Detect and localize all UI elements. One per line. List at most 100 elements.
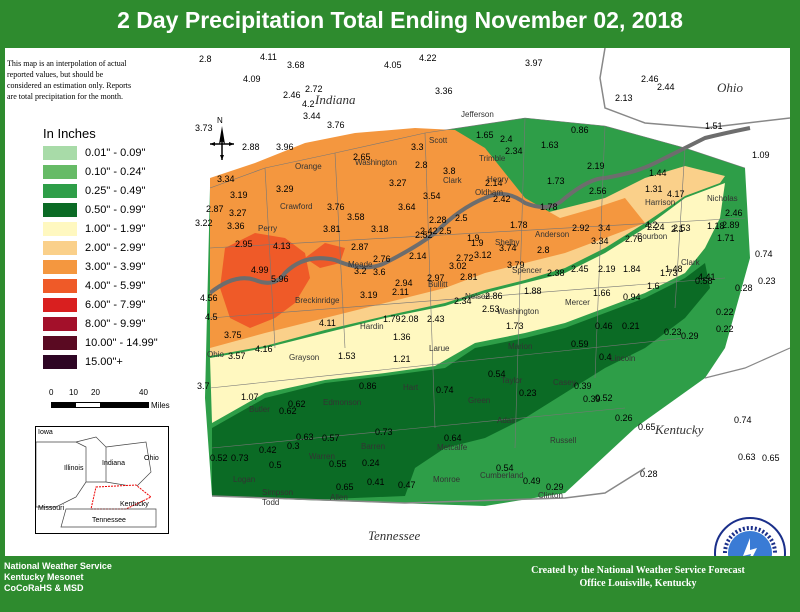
north-arrow-icon: N bbox=[210, 116, 234, 160]
precip-value: 4.16 bbox=[255, 344, 273, 354]
compass-north-label: N bbox=[217, 116, 223, 125]
precipitation-map bbox=[205, 48, 790, 506]
precip-value: 4.05 bbox=[384, 60, 402, 70]
precip-value: 2.89 bbox=[722, 220, 740, 230]
precip-value: 0.42 bbox=[259, 445, 277, 455]
credit-created-by: Created by the National Weather Service … bbox=[531, 565, 745, 576]
scale-tick-40: 40 bbox=[139, 388, 148, 397]
precip-value: 3.76 bbox=[327, 120, 345, 130]
map-note: This map is an interpolation of actual r… bbox=[7, 59, 132, 101]
precip-value: 0.52 bbox=[595, 393, 613, 403]
precip-value: 2.14 bbox=[409, 251, 427, 261]
precip-value: 1.53 bbox=[338, 351, 356, 361]
county-label: Orange bbox=[295, 162, 322, 171]
precip-value: 0.23 bbox=[519, 388, 537, 398]
precip-value: 2.72 bbox=[305, 84, 323, 94]
precip-value: 0.62 bbox=[288, 399, 306, 409]
county-label: Oldham bbox=[475, 188, 504, 197]
precip-value: 0.74 bbox=[755, 249, 773, 259]
precip-value: 0.86 bbox=[359, 381, 377, 391]
precip-value: 2.46 bbox=[283, 90, 301, 100]
precip-value: 3.4 bbox=[598, 223, 611, 233]
county-label: Grayson bbox=[289, 353, 320, 362]
inset-label-indiana: Indiana bbox=[102, 460, 125, 467]
legend-label: 3.00" - 3.99" bbox=[85, 261, 146, 273]
precip-value: 2.5 bbox=[455, 213, 468, 223]
precip-value: 1.88 bbox=[524, 286, 542, 296]
precip-value: 3.12 bbox=[474, 250, 492, 260]
precip-value: 2.92 bbox=[572, 223, 590, 233]
precip-value: 3.19 bbox=[360, 290, 378, 300]
precip-value: 1.44 bbox=[649, 168, 667, 178]
precip-value: 2.14 bbox=[485, 178, 503, 188]
legend-item: 4.00" - 5.99" bbox=[43, 277, 145, 295]
legend-item: 0.50" - 0.99" bbox=[43, 201, 145, 219]
precip-value: 1.07 bbox=[241, 392, 259, 402]
precip-value: 4.22 bbox=[419, 53, 437, 63]
precip-value: 1.79 bbox=[383, 314, 401, 324]
legend-item: 8.00" - 9.99" bbox=[43, 315, 145, 333]
legend-swatch bbox=[43, 241, 77, 255]
precip-value: 4.2 bbox=[645, 220, 658, 230]
precip-value: 0.3 bbox=[287, 441, 300, 451]
legend-swatch bbox=[43, 317, 77, 331]
precip-value: 3.02 bbox=[449, 261, 467, 271]
county-label: Taylor bbox=[501, 376, 523, 385]
precip-value: 2.34 bbox=[505, 146, 523, 156]
precip-value: 3.57 bbox=[228, 351, 246, 361]
county-label: Larue bbox=[429, 344, 450, 353]
precip-value: 3.79 bbox=[507, 260, 525, 270]
county-label: Trimble bbox=[479, 154, 506, 163]
precip-value: 0.39 bbox=[574, 381, 592, 391]
legend-swatch bbox=[43, 146, 77, 160]
state-label-tennessee: Tennessee bbox=[368, 528, 421, 543]
scale-unit: Miles bbox=[151, 401, 170, 410]
precip-value: 3.36 bbox=[435, 86, 453, 96]
precip-value: 5.96 bbox=[271, 274, 289, 284]
legend-swatch bbox=[43, 203, 77, 217]
state-border-south bbox=[211, 467, 646, 504]
legend-swatch bbox=[43, 336, 77, 350]
precip-value: 2.19 bbox=[587, 161, 605, 171]
precip-value: 2.44 bbox=[657, 82, 675, 92]
precip-value: 1.6 bbox=[647, 281, 660, 291]
county-label: Nelson bbox=[465, 292, 490, 301]
precip-value: 4.17 bbox=[667, 189, 685, 199]
precip-value: 3.27 bbox=[229, 208, 247, 218]
precip-value: 0.39 bbox=[583, 394, 601, 404]
precip-value: 4.13 bbox=[273, 241, 291, 251]
county-label: Metcalfe bbox=[437, 443, 468, 452]
precip-value: 1.51 bbox=[705, 121, 723, 131]
legend-item: 0.25" - 0.49" bbox=[43, 182, 145, 200]
legend-item: 0.10" - 0.24" bbox=[43, 163, 145, 181]
precip-value: 0.4 bbox=[599, 352, 612, 362]
precip-value: 3.18 bbox=[371, 224, 389, 234]
legend-swatch bbox=[43, 355, 77, 369]
county-label: Breckinridge bbox=[295, 296, 340, 305]
precip-value: 2.43 bbox=[427, 314, 445, 324]
precip-value: 1.9 bbox=[471, 238, 484, 248]
county-label: Simpson bbox=[262, 488, 294, 497]
county-label: Ohio bbox=[207, 350, 224, 359]
precip-value: 1.21 bbox=[393, 354, 411, 364]
precip-value: 0.58 bbox=[695, 276, 713, 286]
precip-value: 2.8 bbox=[537, 245, 550, 255]
precip-value: 2.8 bbox=[199, 54, 212, 64]
precip-value: 2.42 bbox=[420, 226, 438, 236]
precip-value: 2.46 bbox=[725, 208, 743, 218]
county-label: Perry bbox=[258, 224, 278, 233]
legend-swatch bbox=[43, 298, 77, 312]
legend-label: 15.00"+ bbox=[85, 356, 123, 368]
county-label: Green bbox=[468, 396, 491, 405]
precip-value: 2.81 bbox=[460, 272, 478, 282]
map-panel: This map is an interpolation of actual r… bbox=[5, 48, 790, 556]
county-label: Monroe bbox=[433, 475, 461, 484]
scale-tick-0: 0 bbox=[49, 388, 54, 397]
precip-value: 0.22 bbox=[716, 307, 734, 317]
precip-value: 3.7 bbox=[197, 381, 210, 391]
legend-label: 0.10" - 0.24" bbox=[85, 166, 146, 178]
legend-swatch bbox=[43, 184, 77, 198]
precip-value: 0.54 bbox=[488, 369, 506, 379]
scale-bar: 0 10 20 40 Miles bbox=[45, 388, 195, 418]
